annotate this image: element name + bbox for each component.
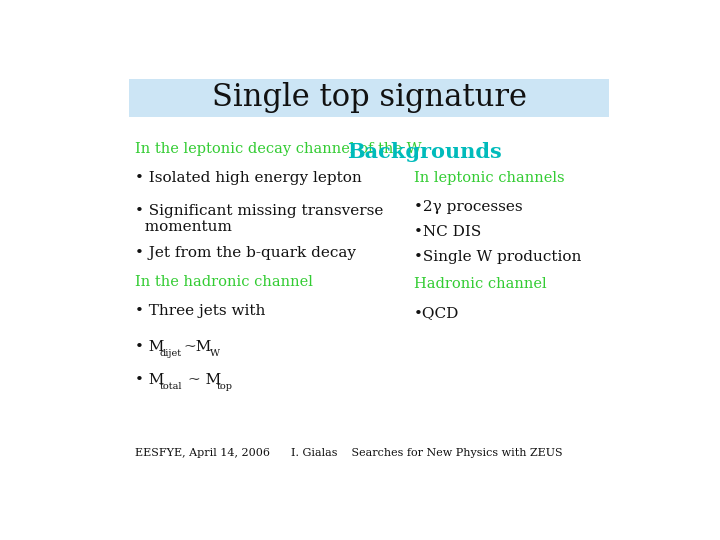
Text: • Three jets with: • Three jets with [135,304,265,318]
Text: • Significant missing transverse
  momentum: • Significant missing transverse momentu… [135,204,383,234]
Text: •Single W production: •Single W production [413,250,581,264]
Text: EESFYE, April 14, 2006      I. Gialas    Searches for New Physics with ZEUS: EESFYE, April 14, 2006 I. Gialas Searche… [135,448,562,458]
Text: In leptonic channels: In leptonic channels [413,171,564,185]
Text: dijet: dijet [160,349,182,358]
Text: •2γ processes: •2γ processes [413,200,522,214]
Text: • M: • M [135,340,164,354]
Text: top: top [217,382,233,392]
Text: In the hadronic channel: In the hadronic channel [135,275,312,289]
Text: • Isolated high energy lepton: • Isolated high energy lepton [135,171,361,185]
Text: total: total [160,382,182,392]
Text: •NC DIS: •NC DIS [413,225,481,239]
Text: • M: • M [135,373,164,387]
Text: In the leptonic decay channel of the W: In the leptonic decay channel of the W [135,141,421,156]
Text: Single top signature: Single top signature [212,82,526,113]
FancyBboxPatch shape [129,78,609,117]
Text: Backgrounds: Backgrounds [348,141,502,161]
Text: ~M: ~M [184,340,212,354]
Text: W: W [210,349,220,358]
Text: •QCD: •QCD [413,306,459,320]
Text: • Jet from the b-quark decay: • Jet from the b-quark decay [135,246,356,260]
Text: ~ M: ~ M [188,373,221,387]
Text: Hadronic channel: Hadronic channel [413,277,546,291]
